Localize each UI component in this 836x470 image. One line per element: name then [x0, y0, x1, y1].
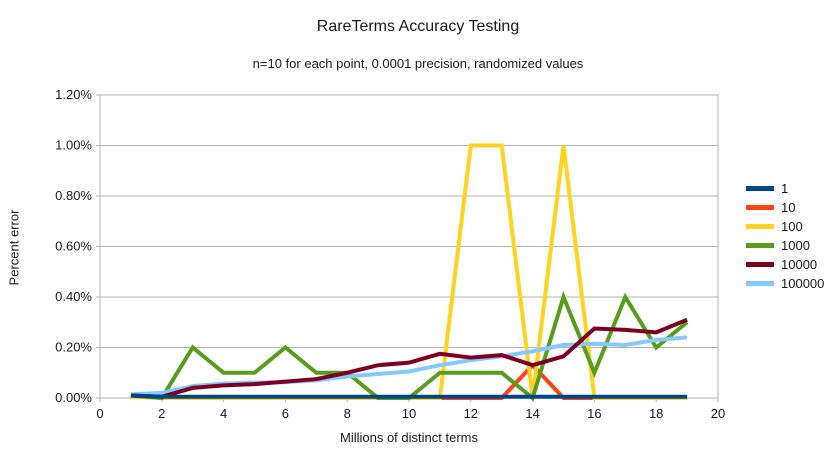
- x-tick-label: 8: [344, 406, 351, 421]
- x-tick-label: 10: [402, 406, 416, 421]
- x-tick-label: 14: [525, 406, 539, 421]
- y-tick-label: 0.80%: [55, 188, 92, 203]
- legend-label: 10000: [781, 257, 818, 272]
- x-tick-label: 0: [96, 406, 103, 421]
- legend-label: 1: [781, 181, 789, 196]
- x-tick-label: 2: [158, 406, 165, 421]
- legend-swatch-10000: [746, 262, 774, 267]
- x-tick-label: 16: [587, 406, 601, 421]
- legend-item-1: 1: [746, 179, 824, 198]
- legend-item-10000: 10000: [746, 255, 824, 274]
- legend-label: 10: [781, 200, 796, 215]
- x-tick-label: 20: [711, 406, 725, 421]
- legend-item-100000: 100000: [746, 274, 824, 293]
- y-tick-label: 0.20%: [55, 340, 92, 355]
- y-tick-label: 0.40%: [55, 289, 92, 304]
- y-tick-label: 1.00%: [55, 138, 92, 153]
- series-line-1: [130, 393, 688, 399]
- legend-label: 100: [781, 219, 803, 234]
- x-tick-label: 12: [464, 406, 478, 421]
- legend-item-1000: 1000: [746, 236, 824, 255]
- series-line-100: [130, 143, 688, 400]
- legend-swatch-1: [746, 186, 774, 191]
- chart-title: RareTerms Accuracy Testing: [316, 18, 520, 35]
- y-tick-label: 0.00%: [55, 390, 92, 405]
- y-tick-label: 0.60%: [55, 239, 92, 254]
- chart-legend: 1 10 100 1000 10000 100000: [746, 179, 824, 293]
- legend-swatch-100: [746, 224, 774, 229]
- legend-swatch-1000: [746, 243, 774, 248]
- chart-subtitle: n=10 for each point, 0.0001 precision, r…: [252, 56, 584, 71]
- legend-item-10: 10: [746, 198, 824, 217]
- legend-swatch-100000: [746, 281, 774, 286]
- legend-label: 1000: [781, 238, 810, 253]
- legend-label: 100000: [781, 276, 825, 291]
- legend-swatch-10: [746, 205, 774, 210]
- legend-item-100: 100: [746, 217, 824, 236]
- x-axis-title: Millions of distinct terms: [340, 430, 478, 445]
- series-line-10000: [130, 317, 688, 399]
- x-tick-label: 6: [282, 406, 289, 421]
- x-tick-label: 18: [649, 406, 663, 421]
- y-tick-label: 1.20%: [55, 87, 92, 102]
- x-tick-label: 4: [220, 406, 227, 421]
